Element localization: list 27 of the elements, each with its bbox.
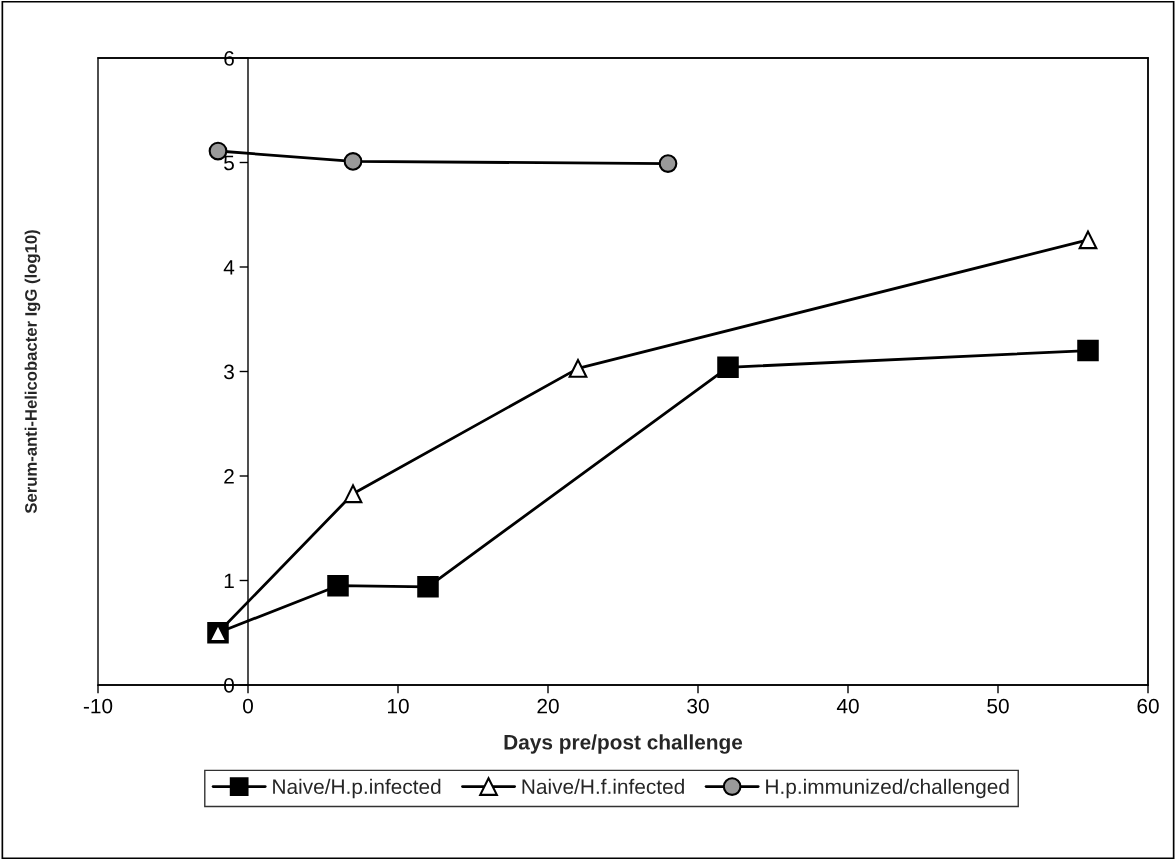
x-tick-label: 10 <box>388 698 409 714</box>
point <box>327 574 349 597</box>
point <box>417 576 439 598</box>
point <box>343 484 363 504</box>
y-axis-title: Serum-anti-Helicobacter IgG (log10) <box>24 230 41 514</box>
y-tick-label: 4 <box>223 260 235 275</box>
point <box>1077 339 1099 362</box>
point <box>717 356 739 379</box>
y-tick-label: 1 <box>224 573 234 589</box>
point <box>658 154 678 173</box>
x-tick-label: 50 <box>987 698 1009 714</box>
x-tick-label: 20 <box>537 698 559 714</box>
point <box>1078 230 1098 250</box>
legend-label: Naive/H.f.infected <box>522 778 684 795</box>
legend-label: Naive/H.p.infected <box>273 778 441 799</box>
y-tick-label: 3 <box>224 364 234 380</box>
x-tick-label: -10 <box>83 698 113 714</box>
x-axis-title: Days pre/post challenge <box>504 734 743 754</box>
point <box>568 358 588 378</box>
point <box>343 152 363 171</box>
x-tick-label: 60 <box>1137 698 1159 714</box>
y-tick-label: 5 <box>224 155 234 171</box>
legend-label: H.p.immunized/challenged <box>766 778 1009 799</box>
y-tick-label: 2 <box>224 469 234 484</box>
x-tick-label: 40 <box>836 698 859 714</box>
x-tick-label: 30 <box>687 698 709 714</box>
x-tick-label: 0 <box>243 698 253 714</box>
